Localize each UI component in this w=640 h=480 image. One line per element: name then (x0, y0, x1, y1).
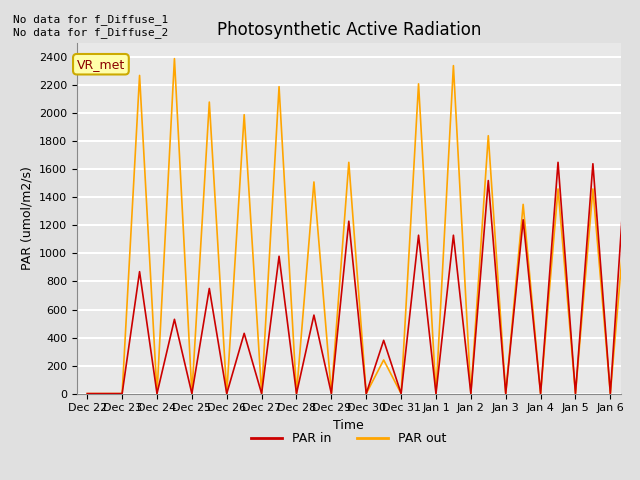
X-axis label: Time: Time (333, 419, 364, 432)
Y-axis label: PAR (umol/m2/s): PAR (umol/m2/s) (20, 167, 33, 270)
Text: No data for f_Diffuse_1
No data for f_Diffuse_2: No data for f_Diffuse_1 No data for f_Di… (13, 14, 168, 38)
Legend: PAR in, PAR out: PAR in, PAR out (246, 427, 451, 450)
Title: Photosynthetic Active Radiation: Photosynthetic Active Radiation (216, 21, 481, 39)
Text: VR_met: VR_met (77, 58, 125, 71)
